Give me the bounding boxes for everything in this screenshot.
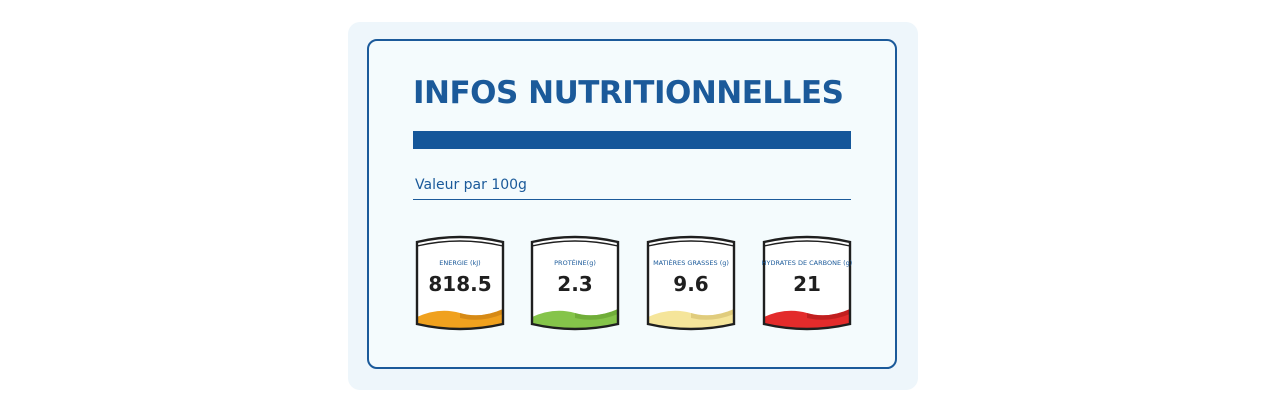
nutrient-value: 21 (793, 272, 821, 296)
subtitle-divider (413, 199, 851, 200)
nutrient-value: 9.6 (673, 272, 709, 296)
serving-subtitle: Valeur par 100g (415, 177, 527, 193)
jar-icon (530, 235, 620, 331)
nutrient-label: HYDRATES DE CARBONE (g) (761, 259, 853, 267)
jar-icon (762, 235, 852, 331)
jar-energy: ENERGIE (kJ) 818.5 (413, 233, 507, 335)
nutrient-label: PROTÉINE(g) (554, 259, 596, 267)
nutrient-value: 2.3 (557, 272, 593, 296)
jar-icon (646, 235, 736, 331)
jar-fat: MATIÈRES GRASSES (g) 9.6 (644, 233, 738, 335)
nutrient-label: ENERGIE (kJ) (439, 259, 481, 267)
nutrient-value: 818.5 (428, 272, 492, 296)
jar-carbohydrates: HYDRATES DE CARBONE (g) 21 (760, 233, 854, 335)
jar-protein: PROTÉINE(g) 2.3 (528, 233, 622, 335)
nutrient-label: MATIÈRES GRASSES (g) (653, 259, 729, 267)
title-underline-bar (413, 131, 851, 149)
page-title: INFOS NUTRITIONNELLES (413, 75, 844, 111)
jar-icon (415, 235, 505, 331)
